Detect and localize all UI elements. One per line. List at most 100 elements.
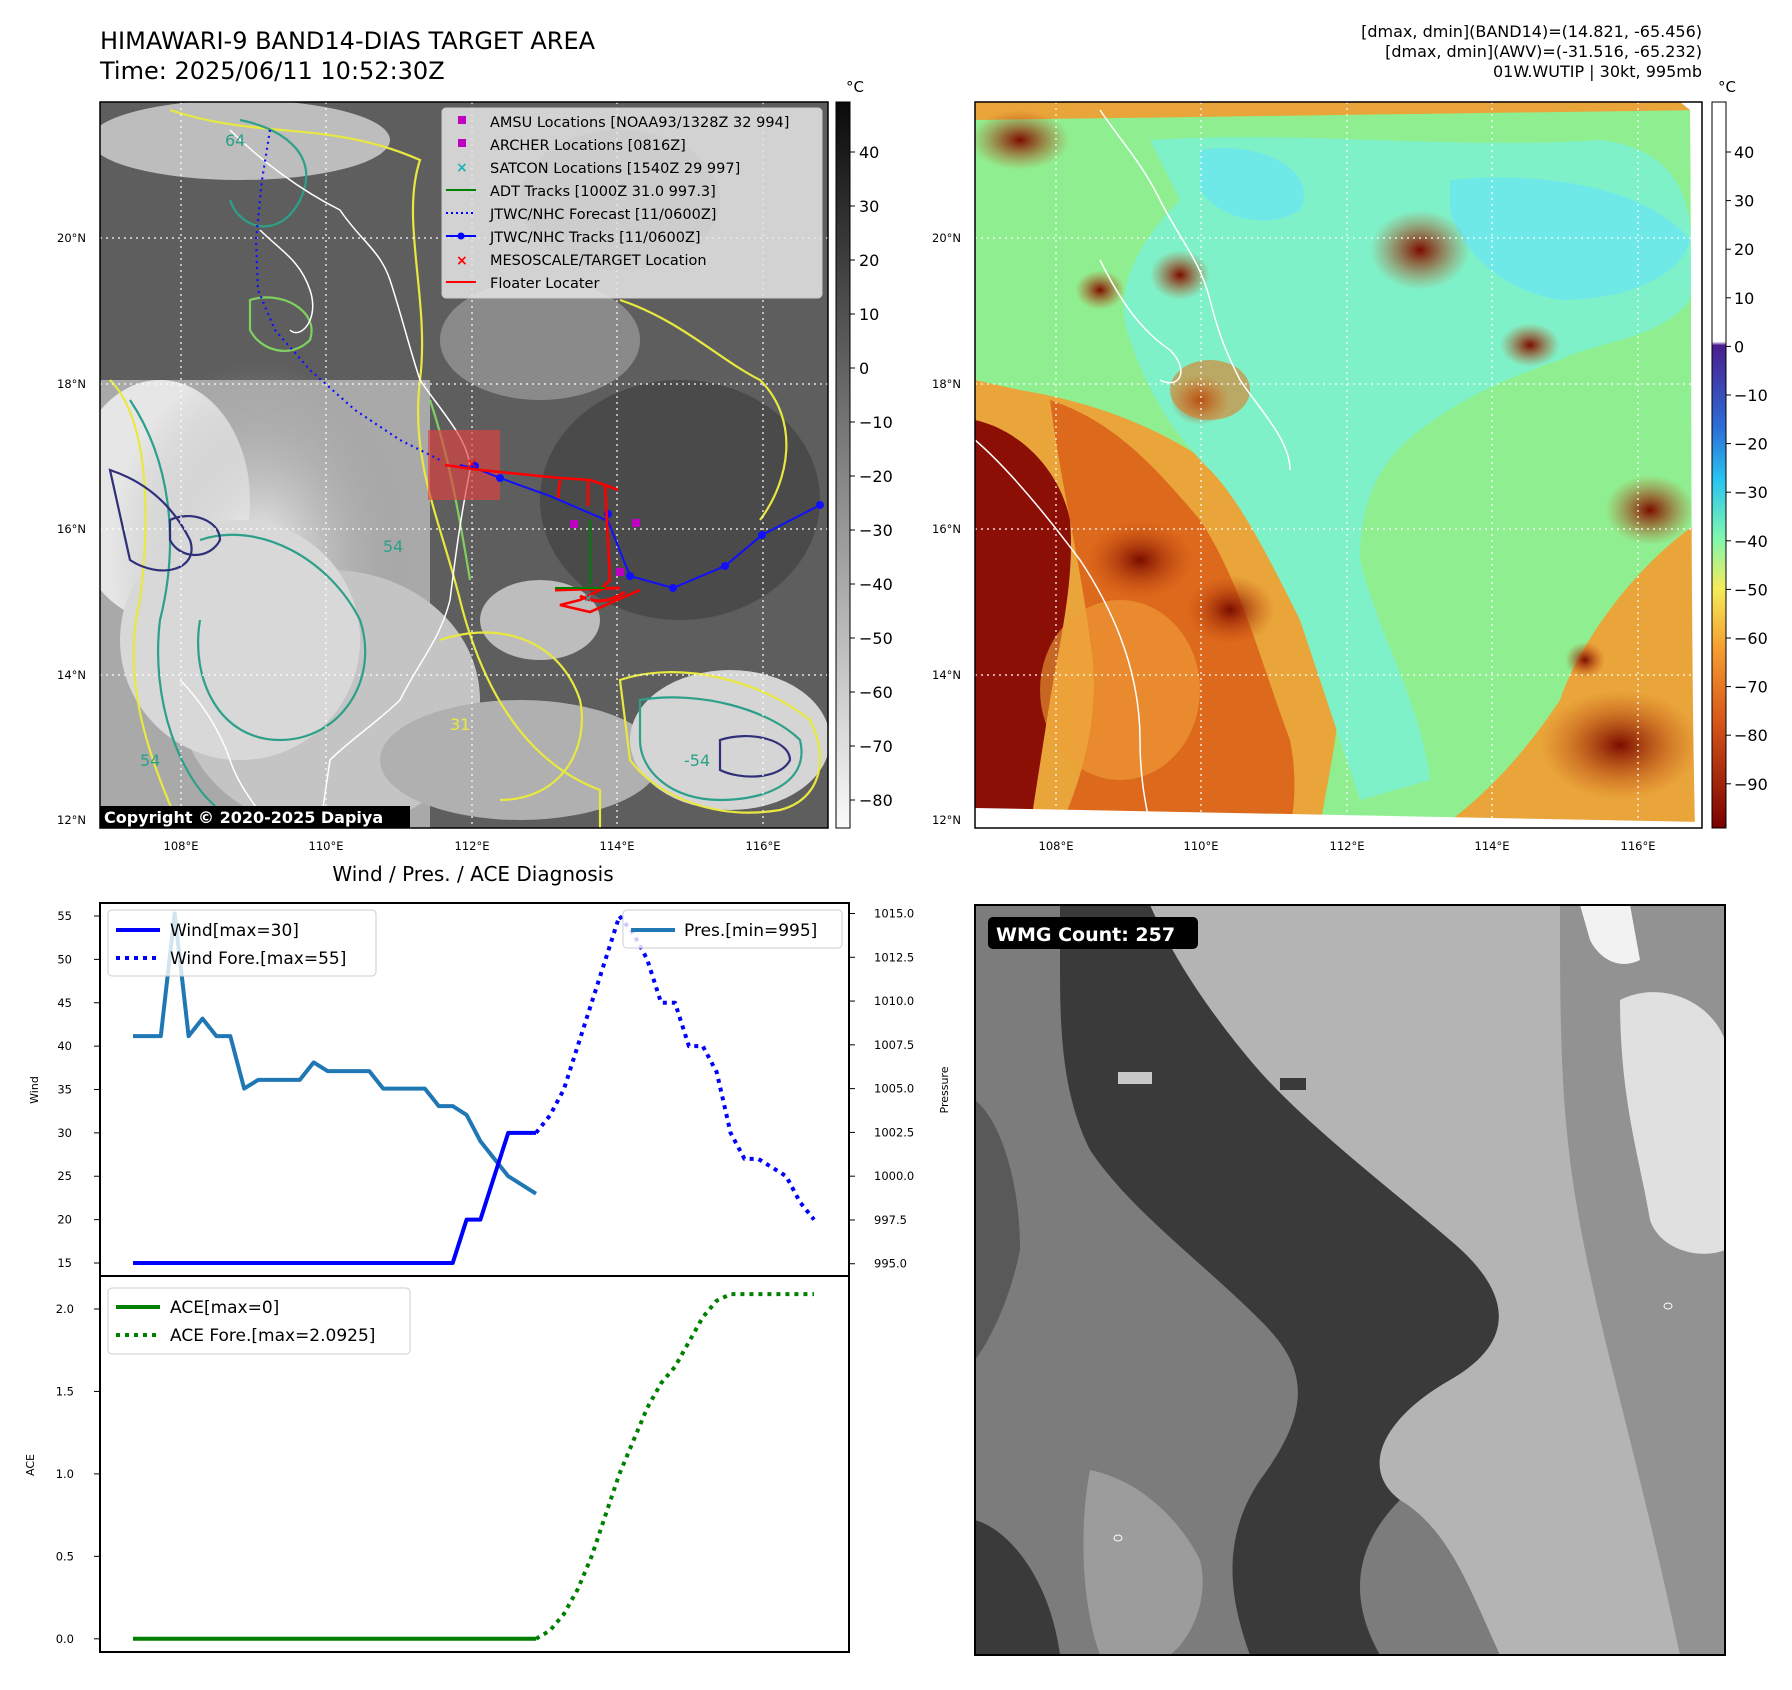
y-tick-right-label: 1015.0 <box>874 907 914 921</box>
diagnosis-chart: Wind / Pres. / ACE Diagnosis Wind Pressu… <box>24 862 951 1653</box>
target-location: × <box>466 456 478 472</box>
colorbar-unit: °C <box>846 78 864 96</box>
left-colorbar: °C 40 30 20 10 0 −10 −20 −30 −40 −50 −60 −70 −80 <box>835 78 893 829</box>
lon-label: 116°E <box>746 839 781 853</box>
y-tick-label: 40 <box>57 1039 72 1053</box>
lat-label: 18°N <box>932 377 961 391</box>
y-tick-label: 45 <box>57 996 72 1010</box>
wind-axis-label: Wind <box>28 1076 41 1104</box>
legend-label: Wind[max=30] <box>170 921 299 941</box>
lon-label: 108°E <box>1039 839 1074 853</box>
contour-label: 64 <box>225 131 245 150</box>
legend-label: AMSU Locations [NOAA93/1328Z 32 994] <box>490 115 789 131</box>
y-tick-label: 55 <box>57 909 72 923</box>
colorbar-tick-label: 0 <box>1734 337 1744 356</box>
y-tick-label: 50 <box>57 952 72 966</box>
colorbar-tick-label: −10 <box>859 413 893 432</box>
colorbar-tick-label: −70 <box>859 737 893 756</box>
pressure-legend: Pres.[min=995] <box>622 909 843 949</box>
right-colorbar: °C 40 30 20 10 0 −10 −20 −30 −40 −50 −60 −70 −80 −90 <box>1711 78 1768 829</box>
legend-label: JTWC/NHC Forecast [11/0600Z] <box>489 207 716 223</box>
colorbar-tick-label: −40 <box>859 575 893 594</box>
lon-label: 112°E <box>1330 839 1365 853</box>
ace-legend: ACE[max=0] ACE Fore.[max=2.0925] <box>107 1287 411 1355</box>
y-tick-label: 15 <box>57 1256 72 1270</box>
lat-label: 16°N <box>57 522 86 536</box>
chart-title: HIMAWARI-9 BAND14-DIAS TARGET AREA Time: … <box>100 26 595 86</box>
legend-label: MESOSCALE/TARGET Location <box>490 253 707 269</box>
legend-marker-amsu <box>458 116 466 124</box>
lon-label: 112°E <box>455 839 490 853</box>
colorbar-tick-label: −60 <box>859 683 893 702</box>
colorbar-tick-label: −90 <box>1734 775 1768 794</box>
colorbar-tick-label: −40 <box>1734 532 1768 551</box>
colorbar-unit: °C <box>1718 78 1736 96</box>
storm-info: [dmax, dmin](BAND14)=(14.821, -65.456) [… <box>1361 22 1702 82</box>
jtwc-track <box>459 464 821 590</box>
y-tick-label: 35 <box>57 1083 72 1097</box>
colorbar-tick-label: −70 <box>1734 678 1768 697</box>
title-line-1: HIMAWARI-9 BAND14-DIAS TARGET AREA <box>100 27 596 55</box>
colorbar-tick-label: −80 <box>1734 726 1768 745</box>
lat-label: 20°N <box>932 231 961 245</box>
lon-label: 114°E <box>1475 839 1510 853</box>
archer-location <box>632 519 640 527</box>
left-map-legend: × × AMSU Locations [NOAA93/1328Z 32 994]… <box>441 107 823 299</box>
legend-label: SATCON Locations [1540Z 29 997] <box>490 161 740 177</box>
lon-label: 108°E <box>164 839 199 853</box>
pressure-line <box>133 911 538 1196</box>
colorbar-tick-label: −80 <box>859 791 893 810</box>
ace-axis-label: ACE <box>24 1454 37 1476</box>
lat-label: 14°N <box>57 668 86 682</box>
colorbar-tick-label: 10 <box>859 305 879 324</box>
jtwc-track-points <box>471 462 824 592</box>
legend-label: ACE[max=0] <box>170 1298 279 1318</box>
y-tick-label: 30 <box>57 1126 72 1140</box>
y-tick-label: 0.5 <box>56 1549 74 1563</box>
lat-label: 12°N <box>57 813 86 827</box>
ace-forecast-line <box>534 1292 814 1641</box>
floater-locater-track <box>444 463 641 614</box>
colorbar-tick-label: −30 <box>1734 483 1768 502</box>
y-tick-label: 20 <box>57 1213 72 1227</box>
contour-label: 54 <box>383 537 403 556</box>
y-tick-right-label: 1000.0 <box>874 1169 914 1183</box>
wmg-count-label: WMG Count: 257 <box>996 924 1175 946</box>
lat-label: 14°N <box>932 668 961 682</box>
lon-label: 110°E <box>1184 839 1219 853</box>
lon-label: 114°E <box>600 839 635 853</box>
colorbar-tick-label: −20 <box>859 467 893 486</box>
colorbar-tick-label: 20 <box>1734 240 1754 259</box>
wind-legend: Wind[max=30] Wind Fore.[max=55] <box>107 909 377 977</box>
lat-label: 18°N <box>57 377 86 391</box>
y-tick-right-label: 997.5 <box>874 1213 907 1227</box>
y-tick-right-label: 1007.5 <box>874 1038 914 1052</box>
left-map-lon-labels: 108°E 110°E 112°E 114°E 116°E <box>164 839 781 853</box>
y-tick-label: 1.5 <box>56 1384 74 1398</box>
right-map-lon-labels: 108°E 110°E 112°E 114°E 116°E <box>1039 839 1656 853</box>
y-tick-label: 25 <box>57 1169 72 1183</box>
jtwc-forecast-track <box>254 129 441 461</box>
legend-marker-archer <box>458 139 466 147</box>
right-map-lat-labels: 20°N 18°N 16°N 14°N 12°N <box>932 231 961 827</box>
title-line-2: Time: 2025/06/11 10:52:30Z <box>100 57 445 85</box>
colorbar-tick-label: 10 <box>1734 289 1754 308</box>
colorbar-tick-label: −10 <box>1734 386 1768 405</box>
y-tick-right-label: 1010.0 <box>874 994 914 1008</box>
colorbar-tick-label: 40 <box>859 143 879 162</box>
colorbar-tick-label: −50 <box>859 629 893 648</box>
legend-label: Wind Fore.[max=55] <box>170 949 346 969</box>
colorbar-tick-label: 20 <box>859 251 879 270</box>
colorbar-tick-label: 30 <box>1734 192 1754 211</box>
colorbar-tick-label: 0 <box>859 359 869 378</box>
contour-label: 54 <box>140 751 160 770</box>
contour-label: -54 <box>684 751 710 770</box>
y-tick-label: 2.0 <box>56 1302 74 1316</box>
legend-label: JTWC/NHC Tracks [11/0600Z] <box>489 230 701 246</box>
lat-label: 20°N <box>57 231 86 245</box>
legend-label: ADT Tracks [1000Z 31.0 997.3] <box>490 184 716 200</box>
lat-label: 16°N <box>932 522 961 536</box>
y-tick-right-label: 1005.0 <box>874 1082 914 1096</box>
info-line-1: [dmax, dmin](BAND14)=(14.821, -65.456) <box>1361 22 1702 41</box>
y-tick-right-label: 995.0 <box>874 1257 907 1271</box>
